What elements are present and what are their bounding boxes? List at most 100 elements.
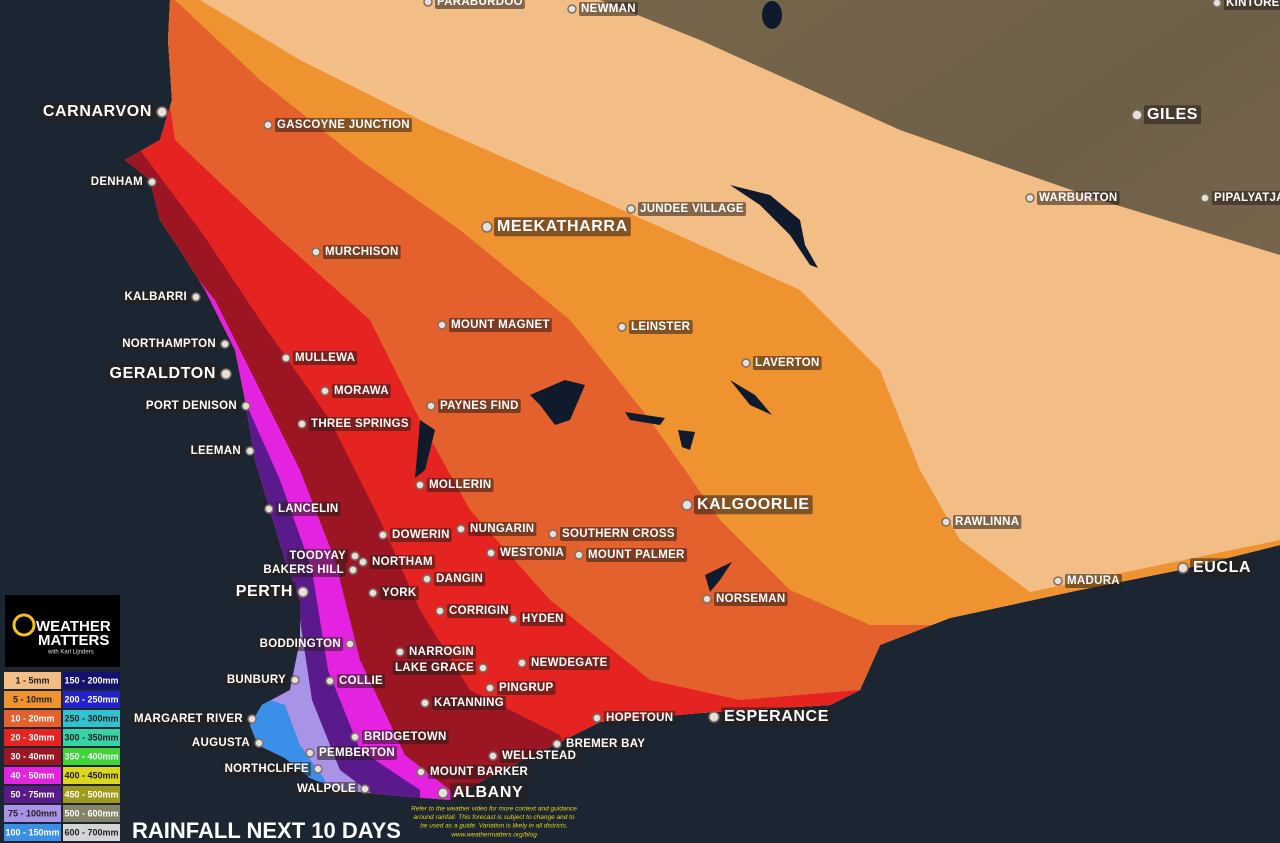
place-label: BAKERS HILL: [263, 564, 344, 576]
place: LEINSTER: [617, 320, 693, 335]
place: PAYNES FIND: [426, 399, 521, 414]
place-label: YORK: [382, 587, 417, 599]
legend-swatch: [4, 748, 61, 765]
place-label: RAWLINNA: [955, 516, 1019, 528]
logo-sun: [12, 613, 36, 637]
lake: [530, 380, 585, 425]
place: LANCELIN: [264, 502, 341, 517]
place: NEWDEGATE: [517, 656, 610, 671]
place-label: DANGIN: [436, 573, 483, 585]
place-dot: [485, 683, 495, 693]
place: MADURA: [1053, 574, 1122, 589]
place: BRIDGETOWN: [350, 730, 449, 745]
place: THREE SPRINGS: [297, 417, 411, 432]
place: NORSEMAN: [702, 592, 788, 607]
lake: [415, 420, 435, 478]
legend-label: 150 - 200mm: [64, 675, 118, 685]
place-dot: [517, 658, 527, 668]
place-dot: [254, 738, 264, 748]
place-dot: [358, 557, 368, 567]
logo-box: [5, 595, 120, 667]
place-label-bg: [293, 351, 358, 366]
place: BAKERS HILL: [261, 563, 358, 578]
place-label: JUNDEE VILLAGE: [640, 203, 744, 215]
legend-label: 500 - 600mm: [64, 808, 118, 818]
place: LEEMAN: [188, 444, 255, 459]
logo-line2: MATTERS: [38, 632, 109, 649]
place-dot: [426, 401, 436, 411]
place-label: LEEMAN: [191, 445, 241, 457]
place-label-bg: [1144, 105, 1202, 125]
place-label: MORAWA: [334, 385, 389, 397]
place-label: DOWERIN: [392, 529, 450, 541]
place-label-bg: [427, 478, 494, 493]
place-dot: [681, 499, 693, 511]
place-dot: [313, 764, 323, 774]
place-label-bg: [407, 645, 477, 660]
place-dot: [147, 177, 157, 187]
place-label-bg: [287, 549, 349, 564]
place-dot: [241, 401, 251, 411]
place-dot: [263, 120, 273, 130]
place: WALPOLE: [295, 782, 370, 797]
place-label-bg: [332, 384, 391, 399]
place: TOODYAY: [287, 549, 360, 564]
place-label: BODDINGTON: [260, 638, 341, 650]
logo: WEATHER MATTERS with Karl Lijnders: [5, 595, 120, 667]
legend-label: 10 - 20mm: [10, 713, 54, 723]
place-label-bg: [323, 245, 401, 260]
place: BREMER BAY: [552, 737, 648, 752]
legend-label: 20 - 30mm: [10, 732, 54, 742]
place-label-bg: [1212, 191, 1280, 206]
legend-swatch: [4, 729, 61, 746]
place: DANGIN: [422, 572, 486, 587]
place-dot: [941, 517, 951, 527]
place-dot: [423, 0, 433, 7]
place-label-bg: [1037, 191, 1120, 206]
place-label: MARGARET RIVER: [134, 713, 243, 725]
place-label-bg: [449, 318, 552, 333]
place-label: MULLEWA: [295, 352, 355, 364]
legend-label: 50 - 75mm: [10, 789, 54, 799]
place-label: NUNGARIN: [470, 523, 534, 535]
place-label: BREMER BAY: [566, 738, 645, 750]
place: KINTORE: [1212, 0, 1280, 11]
place-label: BUNBURY: [227, 674, 286, 686]
place-label-bg: [276, 502, 341, 517]
place-dot: [378, 530, 388, 540]
legend-label: 75 - 100mm: [8, 808, 57, 818]
lake: [625, 412, 665, 425]
place-label: PAYNES FIND: [440, 400, 519, 412]
lake: [762, 1, 782, 29]
place-label-bg: [337, 674, 385, 689]
place: PIPALYATJA: [1200, 191, 1280, 206]
place-label: PEMBERTON: [319, 747, 395, 759]
place-dot: [220, 339, 230, 349]
place-label-bg: [450, 783, 527, 803]
major-place: GERALDTON: [106, 364, 232, 384]
place-dot: [617, 322, 627, 332]
place-label-bg: [1065, 574, 1122, 589]
place: MOLLERIN: [415, 478, 494, 493]
map-title: RAINFALL NEXT 10 DAYS: [132, 818, 401, 843]
place: LAKE GRACE: [392, 661, 488, 676]
place-label: NEWDEGATE: [531, 657, 608, 669]
legend-label: 250 - 300mm: [64, 713, 118, 723]
place-dot: [626, 204, 636, 214]
place-label-bg: [88, 175, 145, 190]
place-label-bg: [579, 2, 638, 17]
place: WESTONIA: [486, 546, 567, 561]
place: PINGRUP: [485, 681, 556, 696]
place-dot: [488, 751, 498, 761]
major-place: EUCLA: [1177, 558, 1255, 578]
legend-swatch: [63, 786, 120, 803]
place-label-bg: [370, 555, 435, 570]
place-dot: [350, 551, 360, 561]
place-dot: [478, 663, 488, 673]
place-label: WARBURTON: [1039, 192, 1118, 204]
place-dot: [191, 292, 201, 302]
disclaimer-url: www.weathermatters.org/blog: [451, 832, 537, 839]
